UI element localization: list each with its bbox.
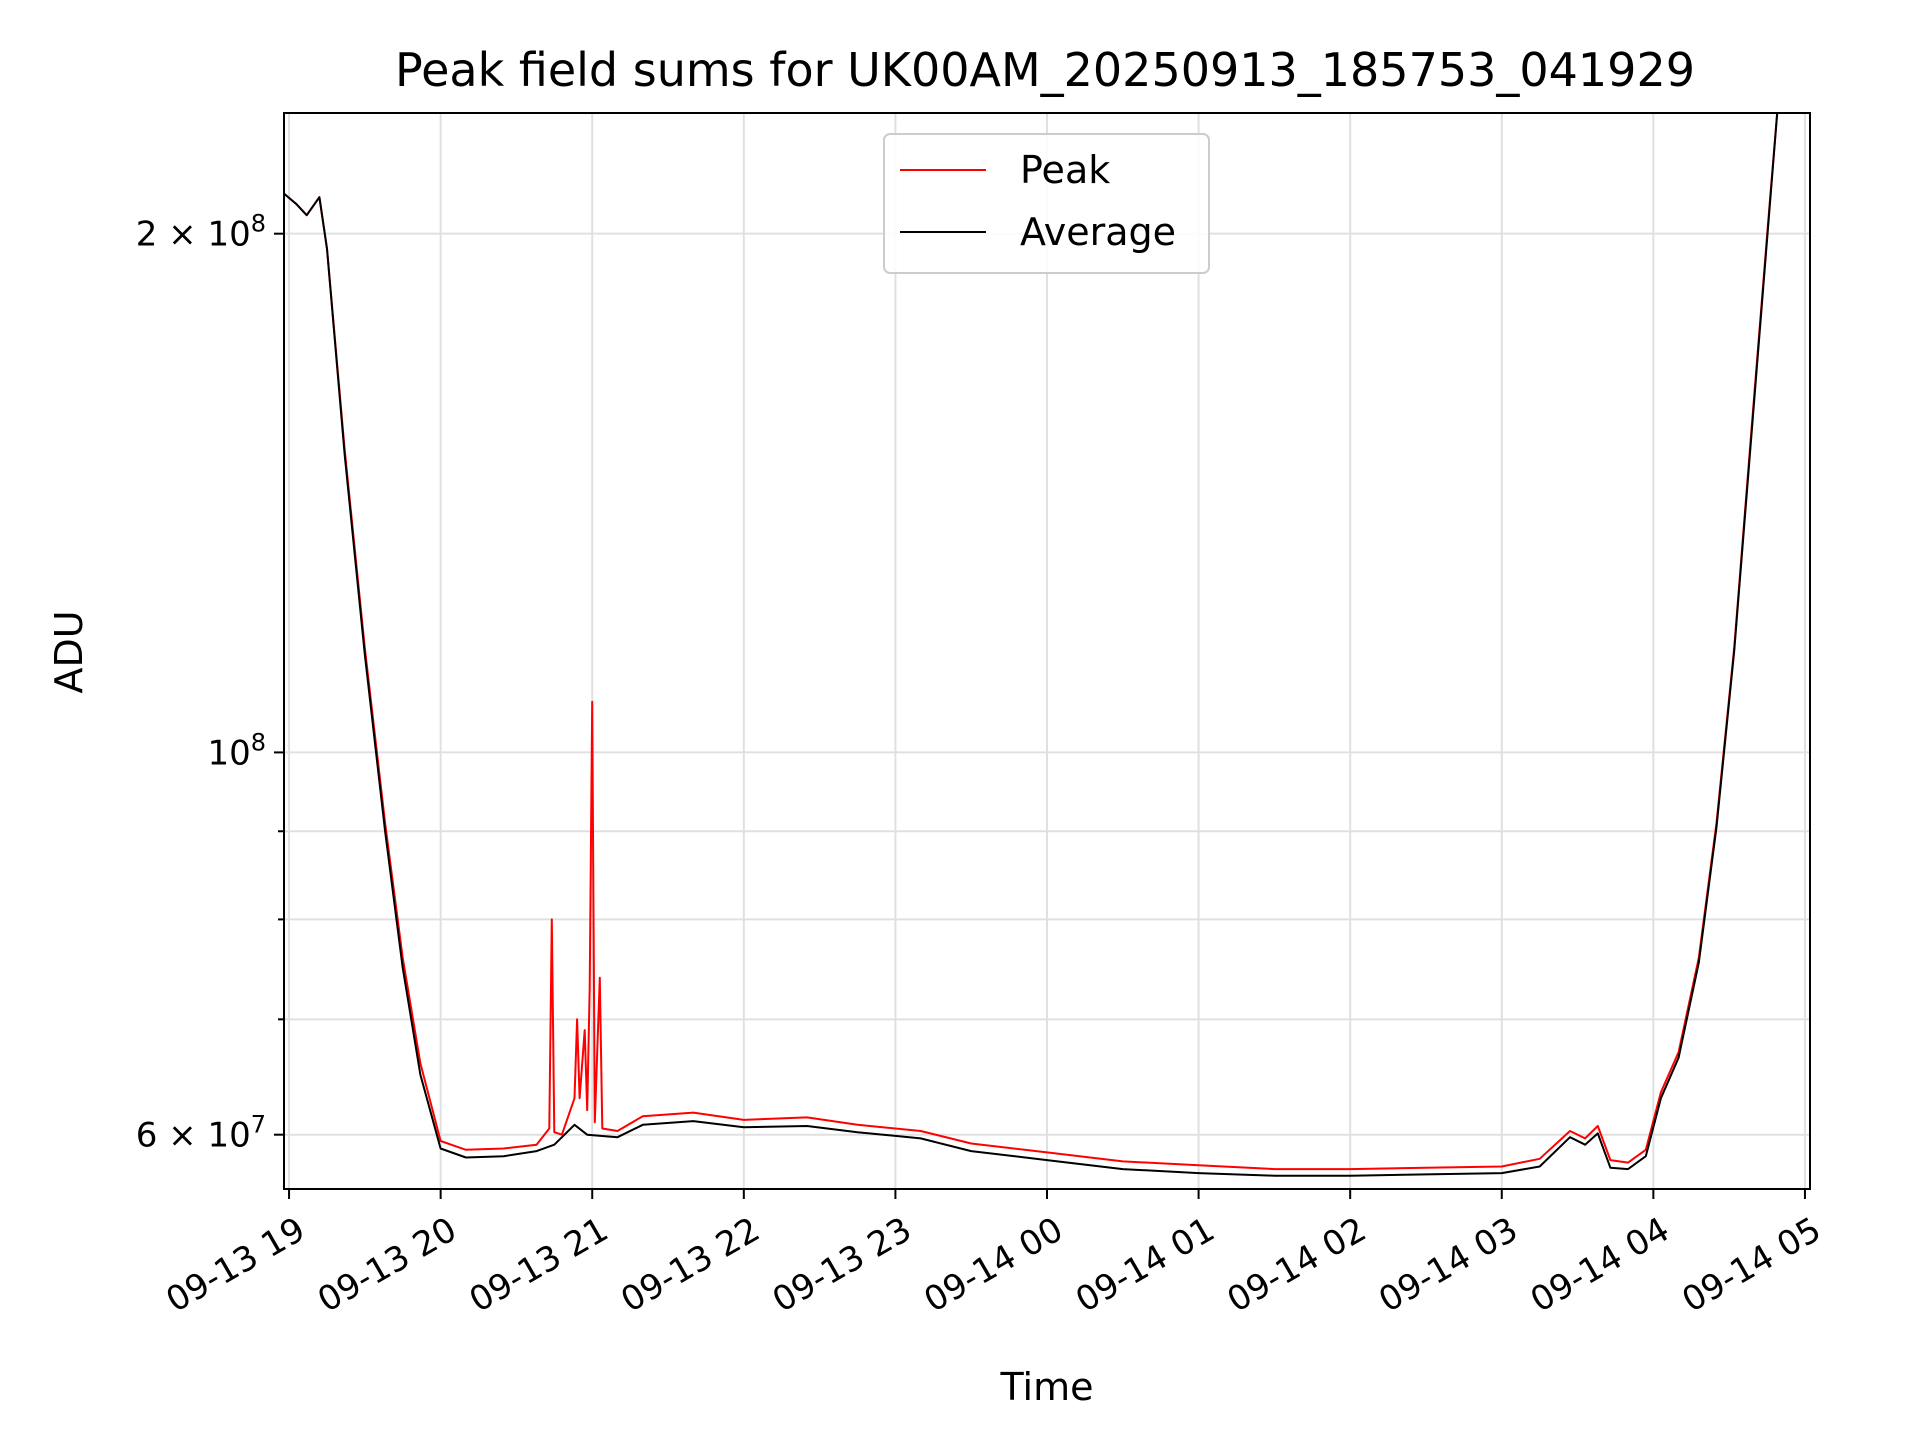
- legend-label-average: Average: [1020, 210, 1176, 254]
- average-series-line: [283, 112, 1779, 1177]
- y-tick-label: 2 × 108: [136, 210, 266, 255]
- legend-box: [883, 133, 1210, 274]
- grid: [284, 113, 1810, 1189]
- chart-title: Peak field sums for UK00AM_20250913_1857…: [395, 43, 1695, 97]
- series-group: [283, 112, 1779, 1177]
- legend-label-peak: Peak: [1020, 148, 1110, 192]
- peak-series-line: [283, 112, 1779, 1171]
- y-tick-label: 6 × 107: [136, 1111, 266, 1156]
- x-axis-label: Time: [1000, 1365, 1094, 1409]
- y-axis-label: ADU: [47, 610, 91, 693]
- y-tick-label: 108: [207, 728, 266, 773]
- legend: Peak Average: [883, 133, 1210, 274]
- y-axis: 6 × 107 108 2 × 108: [136, 210, 284, 1156]
